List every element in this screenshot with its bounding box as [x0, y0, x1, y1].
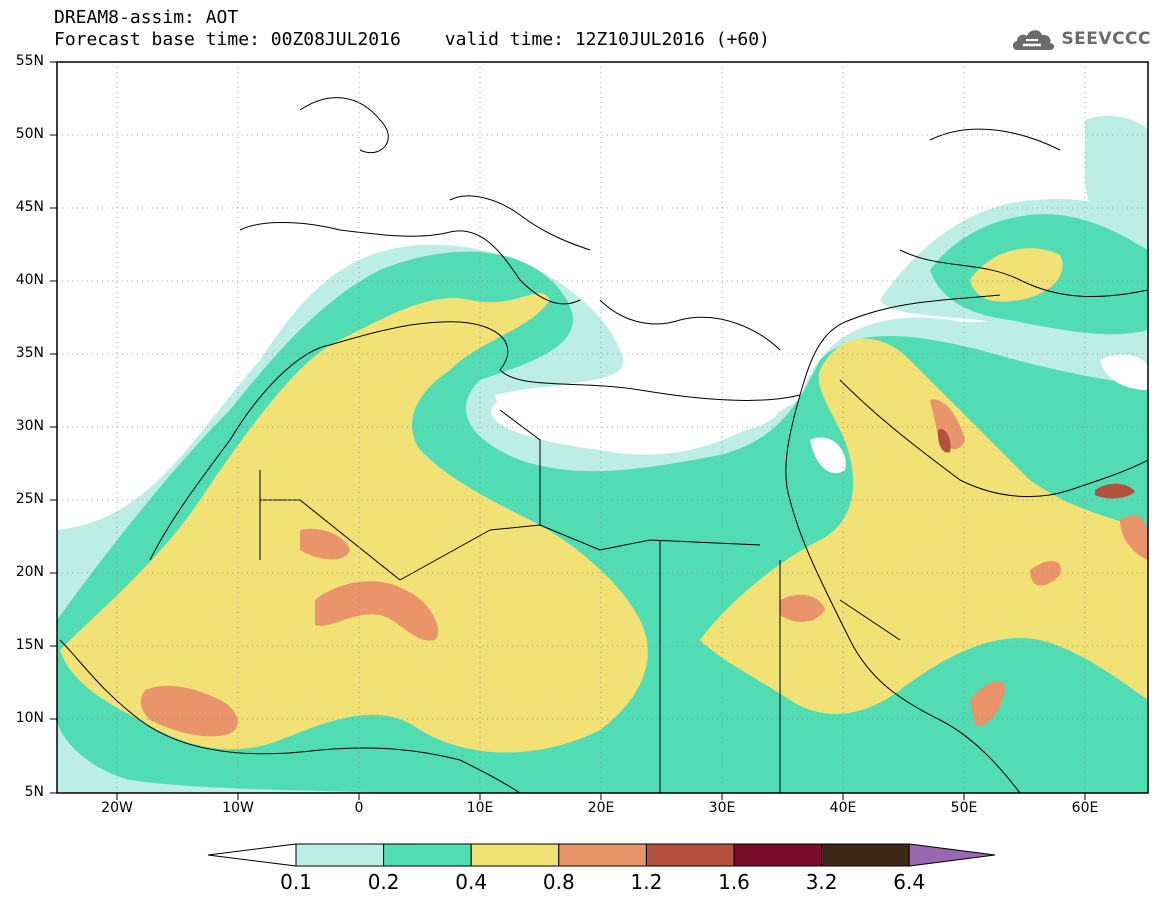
colorbar-segment — [295, 843, 385, 867]
axis-ticks — [50, 61, 1086, 800]
lon-label-30e: 30E — [708, 800, 736, 816]
lat-label-45n: 45N — [15, 199, 44, 215]
valid-time: valid time: 12Z10JUL2016 (+60) — [444, 29, 770, 50]
lon-label-20w: 20W — [101, 800, 133, 816]
colorbar-segment — [383, 843, 472, 867]
lat-label-20n: 20N — [15, 564, 44, 580]
colorbar-segment — [645, 843, 735, 867]
base-time: Forecast base time: 00Z08JUL2016 — [54, 29, 401, 50]
colorbar-segment — [733, 843, 823, 867]
colorbar-label: 6.4 — [893, 870, 926, 894]
seevccc-logo: SEEVCCC — [1011, 26, 1151, 52]
lat-label-55n: 55N — [15, 53, 44, 69]
colorbar-label: 0.4 — [455, 870, 488, 894]
lon-label-10w: 10W — [222, 800, 254, 816]
lon-label-40e: 40E — [829, 800, 857, 816]
colorbar-segment — [558, 843, 647, 867]
colorbar-segment — [821, 843, 910, 867]
colorbar-segment — [470, 843, 560, 867]
lat-label-15n: 15N — [15, 637, 44, 653]
lon-label-50e: 50E — [950, 800, 978, 816]
colorbar — [207, 843, 996, 867]
lat-label-50n: 50N — [15, 126, 44, 142]
chart-title: DREAM8-assim: AOT — [54, 7, 239, 28]
lon-label-10e: 10E — [466, 800, 494, 816]
lat-label-35n: 35N — [15, 345, 44, 361]
aot-field — [57, 62, 1148, 793]
lon-label-0: 0 — [354, 800, 364, 816]
colorbar-label: 3.2 — [805, 870, 838, 894]
lon-label-20e: 20E — [587, 800, 615, 816]
logo-text: SEEVCCC — [1061, 29, 1151, 49]
lat-label-40n: 40N — [15, 272, 44, 288]
colorbar-label: 1.2 — [630, 870, 663, 894]
colorbar-label: 1.6 — [718, 870, 750, 894]
graticule — [57, 62, 1148, 793]
lat-label-10n: 10N — [15, 710, 44, 726]
colorbar-label: 0.8 — [542, 870, 575, 894]
coastlines — [59, 97, 1148, 793]
lat-label-30n: 30N — [15, 418, 44, 434]
lon-label-60e: 60E — [1071, 800, 1099, 816]
colorbar-label: 0.1 — [280, 870, 312, 894]
colorbar-arrow-high — [908, 843, 996, 867]
cloud-logo-icon — [1013, 30, 1055, 50]
chart-subtitle: Forecast base time: 00Z08JUL2016 valid ti… — [54, 30, 770, 50]
colorbar-label: 0.2 — [367, 870, 400, 894]
lat-label-25n: 25N — [15, 491, 44, 507]
lat-label-5n: 5N — [24, 784, 44, 800]
colorbar-arrow-low — [207, 843, 297, 867]
